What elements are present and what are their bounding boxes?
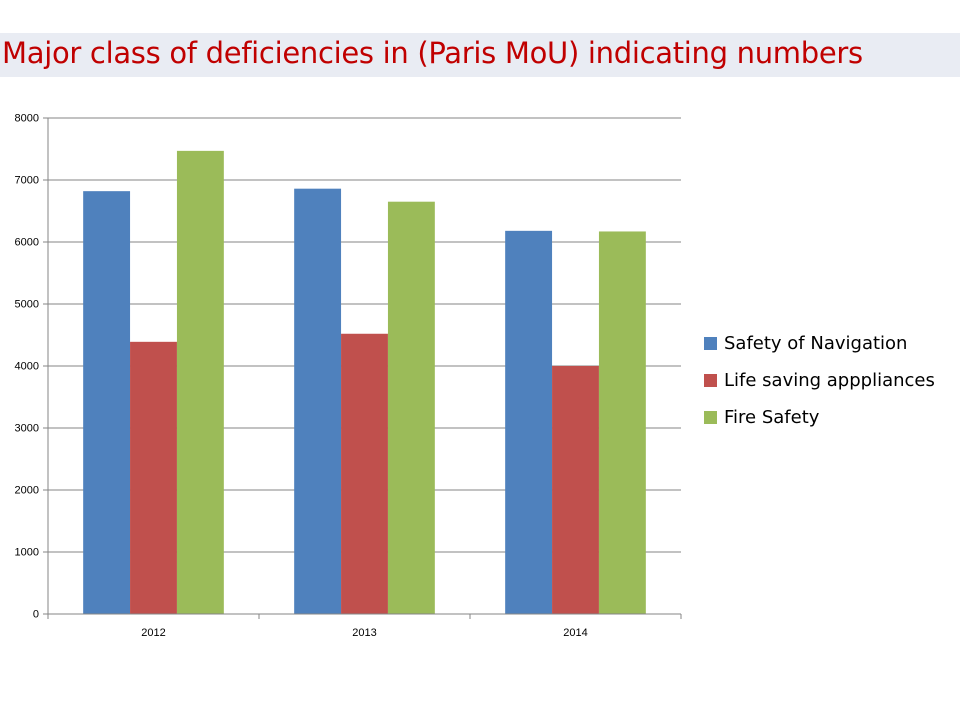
x-tick-label: 2012 (141, 627, 165, 639)
chart-legend: Safety of Navigation Life saving appplia… (704, 325, 935, 436)
y-tick-label: 7000 (15, 175, 39, 187)
bar-life-saving-apppliances-2013 (341, 333, 388, 614)
bar-life-saving-apppliances-2014 (552, 366, 599, 614)
title-bar (0, 33, 960, 77)
legend-label: Fire Safety (724, 407, 820, 428)
y-tick-label: 5000 (15, 299, 39, 311)
legend-item-fire-safety: Fire Safety (704, 399, 935, 436)
legend-swatch (704, 337, 717, 350)
y-tick-label: 0 (33, 609, 39, 621)
legend-item-safety-of-navigation: Safety of Navigation (704, 325, 935, 362)
x-tick-label: 2013 (352, 627, 376, 639)
y-tick-label: 4000 (15, 361, 39, 373)
legend-item-life-saving-appliances: Life saving apppliances (704, 362, 935, 399)
page-title: Major class of deficiencies in (Paris Mo… (2, 36, 863, 70)
y-tick-label: 1000 (15, 547, 39, 559)
y-tick-label: 3000 (15, 423, 39, 435)
legend-label: Safety of Navigation (724, 333, 908, 354)
legend-swatch (704, 374, 717, 387)
bar-fire-safety-2012 (176, 150, 224, 615)
bar-life-saving-apppliances-2012 (130, 341, 177, 614)
x-tick-label: 2014 (563, 627, 587, 639)
bar-safety-of-navigation-2012 (83, 191, 131, 614)
y-tick-label: 2000 (15, 485, 39, 497)
y-tick-label: 6000 (15, 237, 39, 249)
legend-label: Life saving apppliances (724, 370, 935, 391)
bar-safety-of-navigation-2014 (505, 230, 553, 614)
bar-fire-safety-2014 (598, 231, 646, 614)
legend-swatch (704, 411, 717, 424)
bar-safety-of-navigation-2013 (294, 188, 342, 614)
bar-fire-safety-2013 (387, 201, 435, 614)
y-tick-label: 8000 (15, 113, 39, 125)
